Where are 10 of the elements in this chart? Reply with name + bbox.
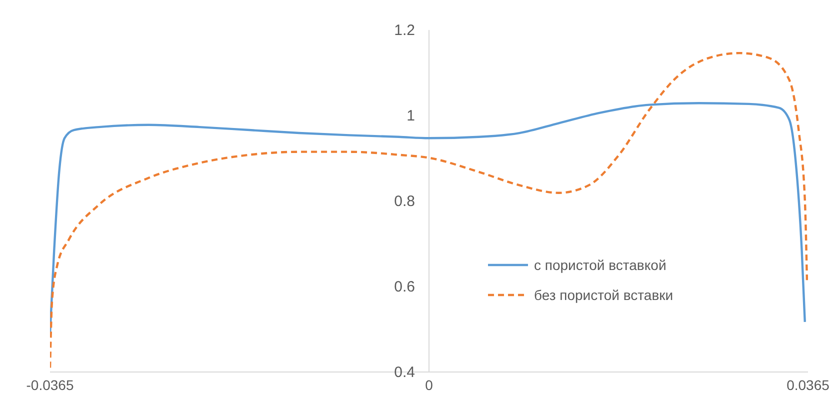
x-tick-label: 0.0365 xyxy=(786,376,830,393)
y-tick-label: 0.6 xyxy=(394,278,415,296)
x-tick-label: 0 xyxy=(425,376,434,393)
y-tick-label: 0.4 xyxy=(394,364,415,381)
y-tick-label: 0.8 xyxy=(394,193,415,210)
legend-label: с пористой вставкой xyxy=(534,257,666,273)
legend-label: без пористой вставки xyxy=(534,287,674,303)
x-tick-label: -0.0365 xyxy=(26,376,74,393)
y-tick-label: 1.2 xyxy=(394,22,415,39)
y-tick-label: 1 xyxy=(406,108,415,124)
